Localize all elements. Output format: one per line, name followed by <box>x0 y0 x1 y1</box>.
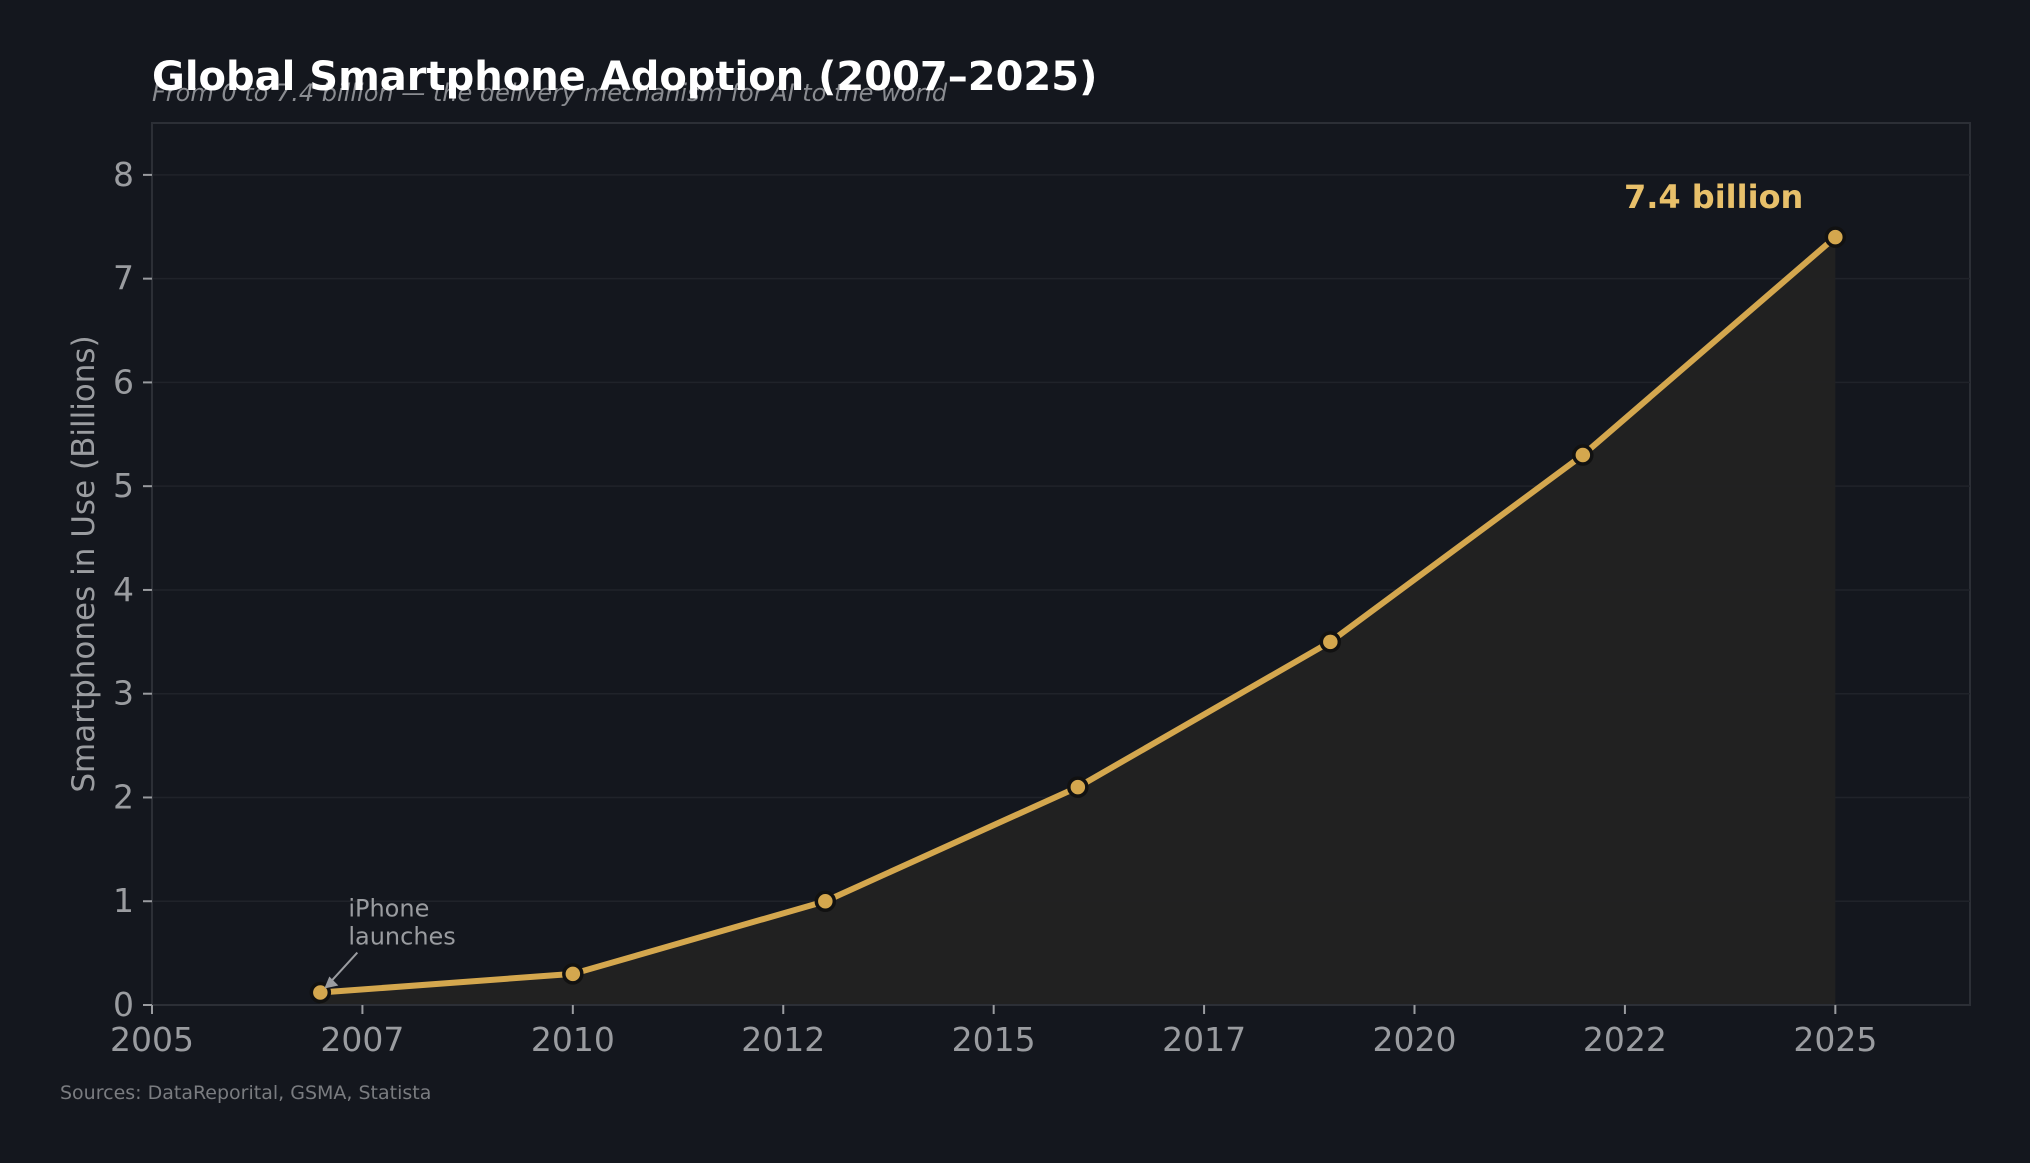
y-tick-label: 7 <box>113 259 134 298</box>
series-area <box>320 237 1836 1005</box>
data-point <box>1572 444 1594 466</box>
data-point <box>1319 631 1342 653</box>
y-tick-label: 3 <box>113 674 134 713</box>
y-tick-label: 5 <box>113 466 134 505</box>
x-tick-label: 2025 <box>1793 1020 1877 1059</box>
points-layer <box>309 226 1847 1004</box>
y-tick-label: 1 <box>113 881 134 920</box>
x-tick-label: 2020 <box>1373 1020 1457 1059</box>
x-tick-label: 2015 <box>952 1020 1036 1059</box>
annotation-iphone-text: launches <box>348 923 455 951</box>
data-point <box>562 963 584 985</box>
data-point <box>1067 776 1089 798</box>
annotation-final-value: 7.4 billion <box>1624 178 1803 216</box>
source-note: Sources: DataReporital, GSMA, Statista <box>60 1082 431 1104</box>
y-tick-label: 2 <box>113 777 134 816</box>
chart-subtitle: From 0 to 7.4 billion — the delivery mec… <box>152 79 948 107</box>
x-tick-label: 2010 <box>531 1020 615 1059</box>
area-layer <box>320 237 1836 1005</box>
x-tick-label: 2007 <box>320 1020 404 1059</box>
x-tick-label: 2005 <box>110 1020 194 1059</box>
x-tick-label: 2017 <box>1162 1020 1246 1059</box>
data-point <box>1824 226 1847 248</box>
y-tick-label: 0 <box>113 985 134 1024</box>
y-tick-label: 6 <box>113 362 134 401</box>
annotation-arrow-head <box>324 976 339 989</box>
data-point <box>814 890 837 912</box>
x-tick-label: 2012 <box>741 1020 825 1059</box>
y-tick-label: 8 <box>113 155 134 194</box>
y-tick-label: 4 <box>113 570 134 609</box>
annotation-iphone-text: iPhone <box>348 895 429 923</box>
x-tick-label: 2022 <box>1583 1020 1667 1059</box>
axes-layer: 0 1 2 3 4 5 6 7 8 2005 2007 2010 2012 2015 2017 2020 202… <box>110 123 1970 1059</box>
chart-title: Global Smartphone Adoption (2007–2025) <box>152 54 1097 100</box>
y-axis-label: Smartphones in Use (Billions) <box>66 335 102 792</box>
